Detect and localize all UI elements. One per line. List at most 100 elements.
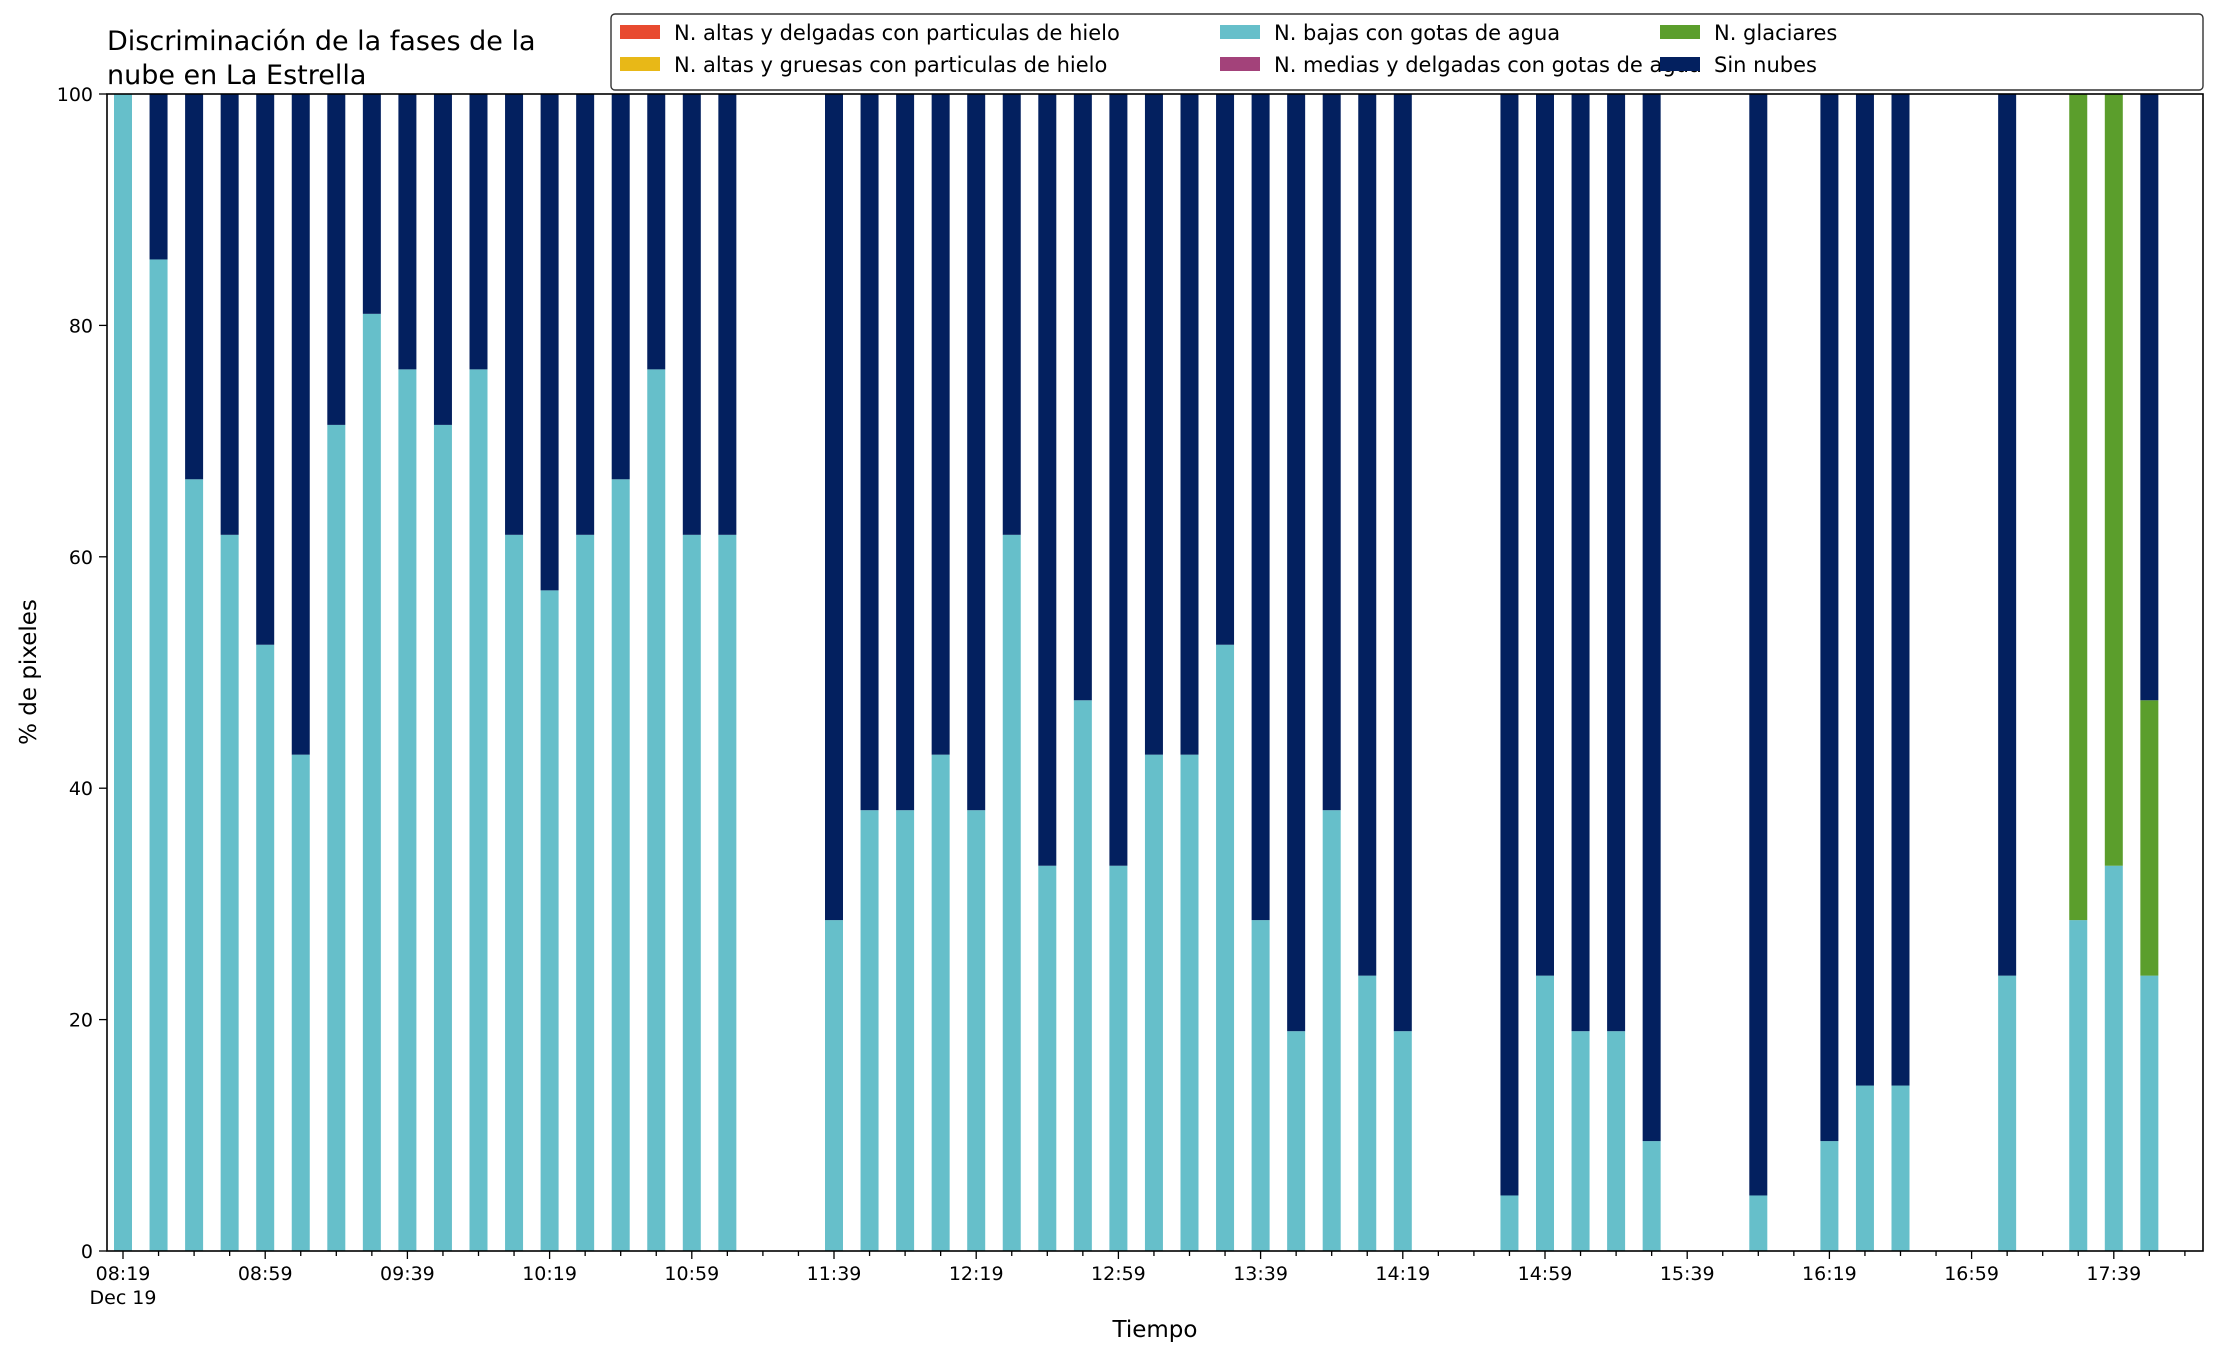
bar-1709-s2	[1998, 975, 2017, 1251]
x-tick-label: 17:39	[2086, 1263, 2141, 1285]
bar-1339-s2	[1251, 920, 1270, 1251]
x-tick-label: 12:19	[949, 1263, 1004, 1285]
bar-1149-s5	[860, 94, 879, 811]
bar-0949-s5	[433, 94, 452, 425]
bar-0909-s5	[291, 94, 310, 755]
bar-1319-s5	[1180, 94, 1199, 755]
bar-1139-s2	[825, 920, 843, 1251]
bar-1209-s5	[931, 94, 950, 755]
legend-label: N. glaciares	[1714, 21, 1837, 45]
bar-1509-s5	[1571, 94, 1590, 1032]
bar-1059-s2	[682, 534, 701, 1251]
bar-1009-s5	[505, 94, 524, 535]
bar-1459-s2	[1536, 975, 1554, 1251]
bar-1339-s5	[1251, 94, 1270, 921]
legend-swatch	[1660, 25, 1700, 39]
bar-1009-s2	[505, 534, 524, 1251]
bar-1049-s2	[647, 369, 666, 1252]
legend-label: Sin nubes	[1714, 53, 1817, 77]
bar-1749-s2	[2140, 975, 2159, 1251]
bar-0959-s2	[469, 369, 488, 1252]
bar-1259-s2	[1109, 865, 1128, 1251]
bar-0939-s2	[398, 369, 417, 1252]
bar-1219-s5	[967, 94, 986, 811]
bar-1209-s2	[931, 754, 950, 1251]
y-axis: 0 20 40 60 80 100	[57, 84, 107, 1263]
bar-1239-s2	[1038, 865, 1057, 1251]
bar-0859-s5	[256, 94, 275, 645]
y-tick-label: 20	[69, 1010, 93, 1032]
bar-1139-s5	[825, 94, 843, 921]
x-tick-label: 16:19	[1802, 1263, 1857, 1285]
bar-1309-s2	[1144, 754, 1163, 1251]
x-date-label: Dec 19	[90, 1287, 157, 1309]
legend-swatch	[1220, 25, 1260, 39]
x-tick-label: 09:39	[380, 1263, 435, 1285]
y-tick-label: 60	[69, 547, 93, 569]
x-tick-label: 12:59	[1091, 1263, 1146, 1285]
bar-1729-extra-1	[2069, 94, 2088, 921]
bar-1019-s5	[540, 94, 559, 591]
bar-1529-s2	[1642, 1141, 1661, 1251]
y-tick-label: 100	[57, 84, 93, 106]
bar-1029-s2	[576, 534, 595, 1251]
y-tick-label: 40	[69, 778, 93, 800]
bar-1749-s5	[2140, 94, 2159, 701]
bar-0859-s2	[256, 644, 275, 1251]
bar-1219-s2	[967, 810, 986, 1251]
x-tick-label: 15:39	[1660, 1263, 1715, 1285]
legend-swatch	[1660, 57, 1700, 71]
bar-1629-s2	[1855, 1085, 1874, 1251]
legend-swatch	[620, 25, 660, 39]
bar-0929-s5	[362, 94, 381, 314]
bar-1419-s5	[1393, 94, 1412, 1032]
x-tick-label: 14:19	[1375, 1263, 1430, 1285]
x-tick-label: 08:59	[238, 1263, 293, 1285]
bar-1319-s2	[1180, 754, 1199, 1251]
bar-1639-s2	[1891, 1085, 1910, 1251]
bar-0919-s5	[327, 94, 346, 425]
bar-0829-s5	[149, 94, 168, 260]
bar-1449-s5	[1500, 94, 1519, 1196]
bar-1749-s4	[2140, 700, 2159, 976]
bar-1159-s2	[896, 810, 915, 1251]
bar-1109-s5	[718, 94, 737, 535]
bar-1619-s5	[1820, 94, 1839, 1142]
bars-layer	[114, 94, 2159, 1252]
bar-1239-s5	[1038, 94, 1057, 866]
legend: N. altas y delgadas con particulas de hi…	[610, 13, 2204, 91]
bar-1629-s5	[1855, 94, 1874, 1086]
bar-1349-s5	[1287, 94, 1306, 1032]
bar-1409-s2	[1358, 975, 1377, 1251]
bar-1029-s5	[576, 94, 595, 535]
bar-1359-s2	[1322, 810, 1341, 1251]
y-axis-title: % de pixeles	[16, 599, 42, 745]
bar-1459-s5	[1536, 94, 1554, 976]
bar-1039-s5	[611, 94, 630, 480]
x-axis-title: Tiempo	[1112, 1317, 1198, 1343]
x-tick-label: 10:59	[664, 1263, 719, 1285]
x-tick-label: 16:59	[1944, 1263, 1999, 1285]
chart-title-line-2: nube en La Estrella	[107, 60, 366, 91]
chart-title-line-1: Discriminación de la fases de la	[107, 26, 536, 57]
bar-1739-extra-1	[2104, 94, 2123, 866]
bar-1309-s5	[1144, 94, 1163, 755]
bar-1349-s2	[1287, 1031, 1306, 1251]
bar-0819-s2	[114, 94, 132, 1251]
bar-1419-s2	[1393, 1031, 1412, 1251]
bar-0949-s2	[433, 424, 452, 1252]
bar-1359-s5	[1322, 94, 1341, 811]
bar-1329-s5	[1216, 94, 1235, 645]
x-tick-label: 11:39	[807, 1263, 862, 1285]
bar-1109-s2	[718, 534, 737, 1251]
plot-frame	[106, 93, 2204, 1252]
x-tick-label: 13:39	[1233, 1263, 1288, 1285]
legend-swatch	[620, 57, 660, 71]
bar-0839-s2	[185, 479, 204, 1251]
bar-1639-s5	[1891, 94, 1910, 1086]
bar-0959-s5	[469, 94, 488, 370]
legend-swatch	[1220, 57, 1260, 71]
bar-1739-extra-0	[2104, 865, 2123, 1251]
bar-0849-s5	[220, 94, 239, 535]
y-tick-label: 80	[69, 315, 93, 337]
